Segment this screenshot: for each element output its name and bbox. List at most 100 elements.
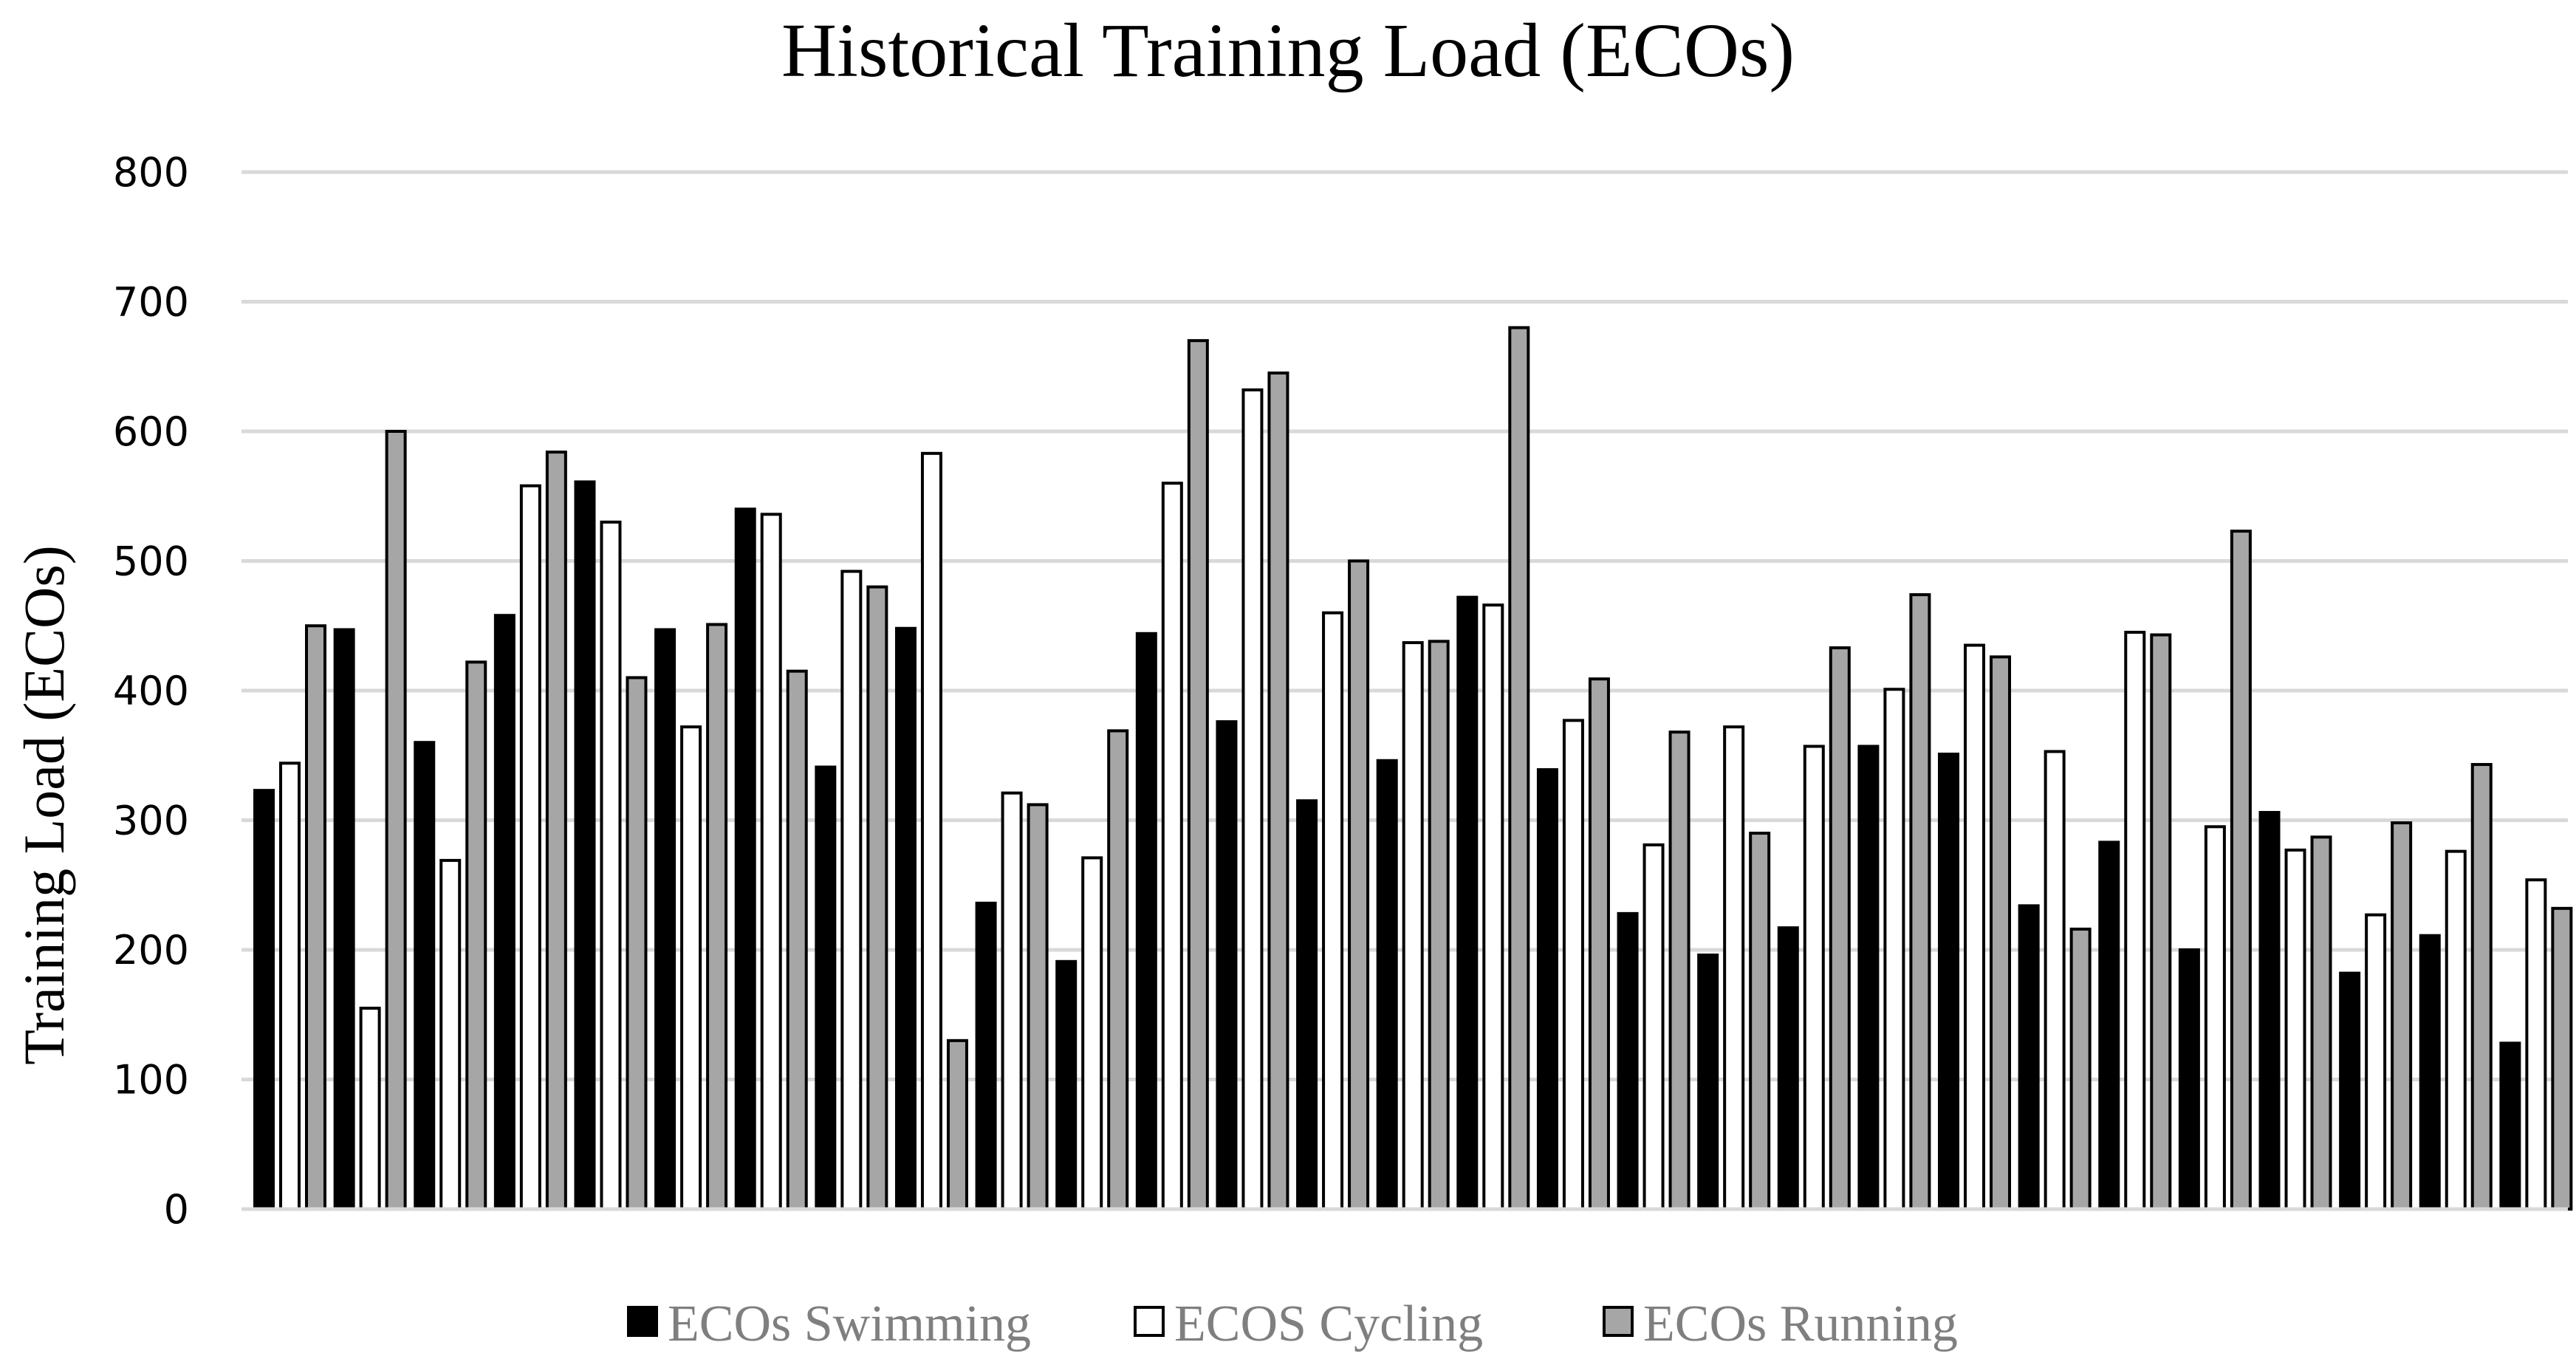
bar-1-24 <box>2098 841 2120 1211</box>
bar-3-25 <box>2230 530 2252 1211</box>
y-tick-label: 800 <box>113 149 189 196</box>
bar-1-7 <box>734 507 756 1211</box>
bar-3-2 <box>385 430 407 1211</box>
bars <box>253 326 2573 1211</box>
bar-1-6 <box>654 628 676 1211</box>
bar-3-14 <box>1348 559 1370 1211</box>
bar-3-19 <box>1749 832 1771 1211</box>
bar-3-27 <box>2391 821 2413 1211</box>
bar-3-24 <box>2150 633 2172 1211</box>
bar-1-10 <box>975 901 997 1211</box>
bar-3-10 <box>1027 803 1049 1211</box>
bar-2-5 <box>600 520 622 1211</box>
bar-2-23 <box>2044 750 2066 1211</box>
bar-2-24 <box>2124 631 2146 1211</box>
bar-1-18 <box>1617 911 1639 1211</box>
y-tick-label: 700 <box>113 279 189 326</box>
chart-title: Historical Training Load (ECOs) <box>781 8 1795 93</box>
y-tick-label: 0 <box>164 1186 189 1233</box>
bar-1-19 <box>1697 954 1719 1211</box>
bar-1-9 <box>894 626 917 1211</box>
bar-1-3 <box>414 741 436 1211</box>
bar-1-22 <box>1938 752 1960 1211</box>
bar-1-17 <box>1536 768 1558 1211</box>
bar-3-18 <box>1668 730 1690 1211</box>
bar-2-19 <box>1723 725 1745 1211</box>
legend: ECOs Swimming ECOS Cycling ECOs Running <box>627 1296 1958 1352</box>
bar-2-16 <box>1482 603 1504 1211</box>
legend-label-3: ECOs Running <box>1643 1296 1958 1352</box>
y-tick-label: 200 <box>113 927 189 973</box>
bar-3-21 <box>1909 593 1931 1211</box>
legend-label-1: ECOs Swimming <box>668 1296 1031 1352</box>
bar-2-26 <box>2284 848 2306 1211</box>
bar-1-8 <box>815 765 837 1211</box>
bar-2-14 <box>1322 611 1344 1211</box>
legend-swatch-2 <box>1134 1306 1165 1337</box>
bar-2-7 <box>760 513 782 1211</box>
bar-3-26 <box>2310 835 2332 1211</box>
bar-2-25 <box>2204 825 2226 1211</box>
bar-3-8 <box>866 585 888 1211</box>
bar-1-16 <box>1456 595 1479 1211</box>
bar-2-9 <box>920 451 942 1211</box>
bar-3-20 <box>1829 646 1851 1211</box>
bar-3-13 <box>1267 372 1289 1211</box>
bar-2-2 <box>359 1006 381 1211</box>
bar-3-6 <box>706 623 728 1211</box>
bar-2-29 <box>2525 878 2547 1211</box>
bar-1-28 <box>2419 934 2441 1211</box>
bar-3-29 <box>2551 906 2573 1211</box>
bar-1-20 <box>1777 926 1799 1211</box>
bar-1-2 <box>333 628 355 1211</box>
bar-1-14 <box>1296 799 1318 1211</box>
bar-2-18 <box>1642 843 1665 1211</box>
bar-2-3 <box>439 858 462 1211</box>
bar-3-28 <box>2470 763 2493 1211</box>
bar-2-22 <box>1964 643 1986 1211</box>
y-tick-label: 300 <box>113 798 189 844</box>
bar-2-28 <box>2445 849 2467 1211</box>
bar-1-29 <box>2499 1041 2521 1211</box>
bar-3-1 <box>305 624 326 1211</box>
legend-swatch-1 <box>627 1306 658 1337</box>
bar-1-21 <box>1857 745 1880 1211</box>
bar-2-1 <box>279 762 301 1211</box>
bar-2-17 <box>1562 719 1584 1211</box>
bar-1-4 <box>493 614 515 1211</box>
bar-3-16 <box>1508 326 1530 1211</box>
bar-3-9 <box>946 1038 968 1211</box>
bar-3-17 <box>1588 677 1610 1211</box>
bar-1-5 <box>574 480 596 1211</box>
bar-3-12 <box>1187 339 1209 1211</box>
bar-2-11 <box>1081 856 1103 1211</box>
bar-2-21 <box>1883 688 1905 1211</box>
bar-3-3 <box>465 660 487 1211</box>
bar-1-15 <box>1376 759 1398 1211</box>
bar-2-20 <box>1803 745 1825 1211</box>
legend-swatch-3 <box>1603 1306 1634 1337</box>
bar-3-4 <box>545 451 567 1211</box>
y-tick-label: 400 <box>113 668 189 714</box>
bar-3-11 <box>1107 729 1129 1211</box>
bar-2-27 <box>2365 913 2387 1211</box>
bar-3-5 <box>626 676 648 1211</box>
bar-2-6 <box>680 725 702 1211</box>
bar-3-7 <box>786 669 808 1211</box>
y-tick-label: 600 <box>113 408 189 455</box>
y-tick-labels: 0 100 200 300 400 500 600 700 800 <box>113 149 189 1233</box>
bar-2-13 <box>1241 388 1264 1211</box>
bar-1-12 <box>1135 632 1157 1211</box>
bar-1-26 <box>2258 810 2281 1211</box>
bar-2-10 <box>1001 791 1023 1211</box>
bar-1-1 <box>253 789 275 1211</box>
bar-1-25 <box>2178 948 2200 1211</box>
y-axis-label: Training Load (ECOs) <box>12 545 76 1064</box>
bar-2-8 <box>840 569 863 1211</box>
bar-1-23 <box>2018 904 2040 1211</box>
bar-3-22 <box>1990 655 2012 1211</box>
bar-1-27 <box>2339 971 2361 1211</box>
bar-1-13 <box>1216 720 1238 1211</box>
bar-2-4 <box>519 484 541 1211</box>
